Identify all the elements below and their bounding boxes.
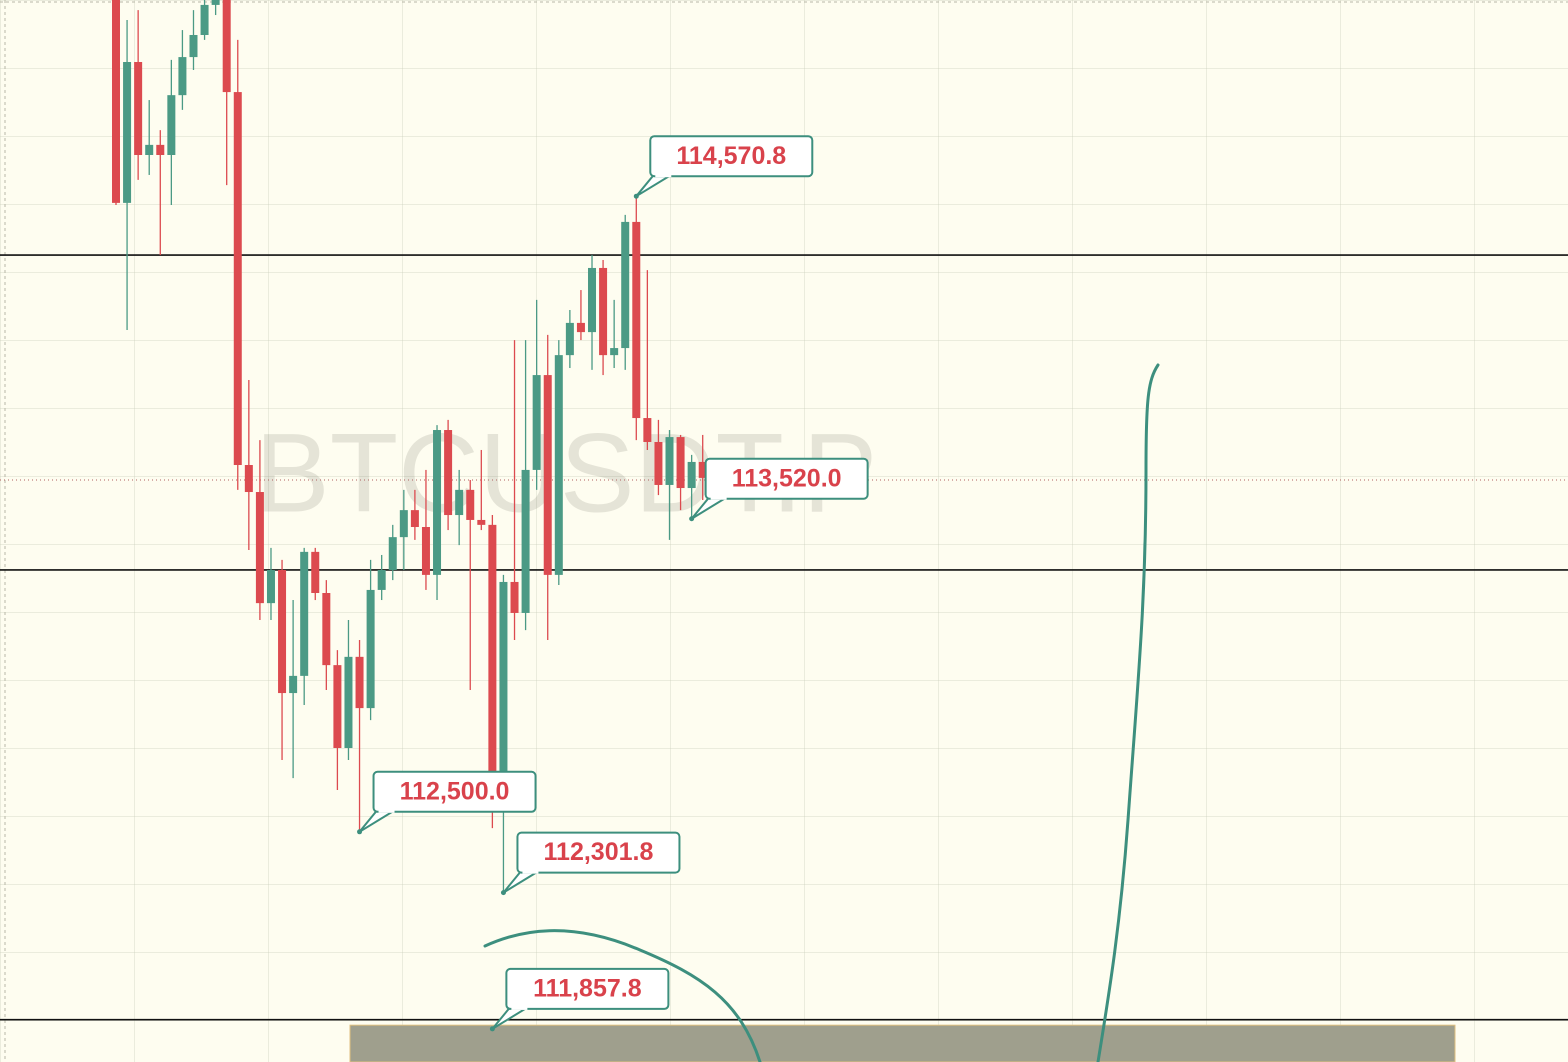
candle-body — [455, 489, 464, 516]
callout-tail — [635, 173, 676, 198]
candle-body — [388, 537, 397, 570]
candle-body — [112, 0, 120, 203]
candle-body — [244, 465, 253, 493]
callout-gap — [655, 173, 672, 178]
callout-label: 112,301.8 — [544, 838, 654, 866]
candle-body — [289, 675, 298, 694]
candle-body — [322, 593, 331, 666]
callout-box — [516, 831, 681, 874]
candle-body — [123, 62, 132, 203]
candle-body — [311, 551, 320, 594]
candle-body — [156, 144, 165, 156]
candle-body — [687, 461, 696, 489]
callout-box — [505, 967, 670, 1010]
callout-gap — [710, 495, 727, 500]
callout-point — [357, 829, 363, 835]
candle-body — [488, 524, 497, 800]
candle-body — [588, 267, 597, 333]
candle-body — [610, 348, 619, 356]
candle-body — [355, 656, 364, 709]
candle-body — [599, 267, 608, 356]
candle-body — [344, 656, 353, 749]
callout-tail — [502, 869, 544, 894]
callout-box — [372, 770, 537, 813]
candle-body — [300, 551, 309, 676]
candle-body — [410, 510, 419, 528]
callout-tail — [358, 808, 400, 833]
candle-body — [377, 569, 386, 590]
candle-body — [211, 0, 220, 5]
callout-label: 112,500.0 — [400, 777, 510, 805]
candle-body — [167, 95, 176, 156]
callout-gap — [522, 869, 539, 874]
drawing-arc — [483, 929, 762, 1062]
candle-body — [178, 57, 187, 96]
price-callout: 112,500.0 — [357, 770, 537, 835]
callout-gap — [511, 1005, 528, 1010]
candle-body — [233, 92, 242, 466]
candle-body — [266, 569, 275, 604]
candle-body — [399, 510, 408, 538]
callout-box — [649, 135, 814, 178]
candle-body — [521, 469, 530, 613]
price-callout: 113,520.0 — [689, 457, 869, 522]
candle-body — [145, 144, 154, 156]
candle-body — [543, 375, 552, 575]
candle-body — [200, 4, 209, 35]
price-callout: 112,301.8 — [500, 831, 681, 896]
price-callout: 114,570.8 — [633, 135, 814, 199]
candle-body — [532, 375, 541, 470]
candle-body — [565, 322, 574, 356]
candle-body — [554, 355, 563, 575]
candle-body — [643, 418, 652, 442]
callout-box — [704, 457, 869, 500]
callout-point — [500, 890, 506, 896]
candle-body — [333, 665, 342, 749]
candle-body — [632, 221, 641, 419]
callout-label: 111,857.8 — [533, 975, 642, 1003]
candle-body — [466, 489, 475, 520]
callout-label: 113,520.0 — [732, 464, 842, 492]
candle-body — [477, 519, 486, 525]
callout-point — [489, 1026, 495, 1032]
callout-point — [633, 193, 639, 199]
candle-body — [222, 0, 231, 93]
candle-body — [510, 581, 519, 613]
price-callout: 111,857.8 — [489, 967, 670, 1032]
candle-body — [421, 527, 430, 575]
candle-body — [255, 492, 264, 604]
callout-point — [689, 516, 695, 522]
drawing-arrow-line — [1096, 363, 1160, 1062]
candle-body — [189, 34, 198, 58]
candle-body — [366, 589, 375, 709]
candle-body — [665, 437, 674, 485]
candle-body — [278, 569, 287, 694]
candle-body — [654, 441, 663, 485]
candle-body — [444, 430, 453, 516]
candle-body — [499, 581, 508, 800]
candle-body — [698, 461, 707, 478]
zone — [349, 1024, 1456, 1062]
candle-body — [676, 437, 685, 489]
callout-gap — [378, 808, 395, 813]
candle-body — [134, 62, 143, 156]
candle-body — [576, 322, 585, 333]
callout-label: 114,570.8 — [676, 142, 786, 170]
candle-body — [433, 430, 442, 575]
candle-body — [621, 221, 630, 349]
